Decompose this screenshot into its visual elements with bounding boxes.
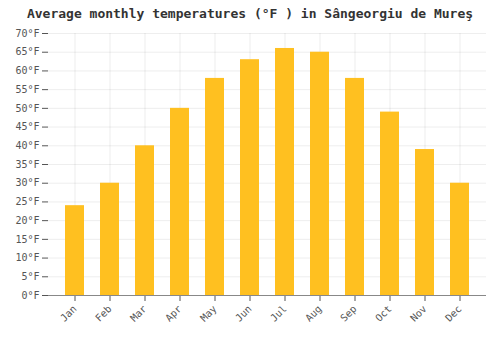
svg-text:15°F: 15°F: [15, 234, 39, 245]
svg-text:Apr: Apr: [163, 303, 184, 324]
html-text:Average monthly temperatures (: Average monthly temperatures (°F ) in Sâ…: [26, 6, 474, 21]
svg-text:70°F: 70°F: [15, 28, 39, 39]
svg-text:55°F: 55°F: [15, 84, 39, 95]
svg-text:40°F: 40°F: [15, 140, 39, 151]
svg-text:Jul: Jul: [268, 303, 289, 324]
svg-text:30°F: 30°F: [15, 177, 39, 188]
svg-text:May: May: [198, 303, 219, 324]
svg-text:10°F: 10°F: [15, 252, 39, 263]
svg-text:50°F: 50°F: [15, 103, 39, 114]
svg-text:0°F: 0°F: [21, 290, 39, 301]
svg-text:Feb: Feb: [93, 303, 114, 324]
svg-text:Jun: Jun: [233, 303, 254, 324]
svg-text:Aug: Aug: [303, 303, 324, 324]
svg-text:20°F: 20°F: [15, 215, 39, 226]
svg-text:Dec: Dec: [443, 303, 464, 324]
svg-text:Oct: Oct: [373, 303, 394, 324]
svg-text:Mar: Mar: [128, 303, 149, 324]
svg-text:Nov: Nov: [408, 303, 429, 324]
svg-text:Sep: Sep: [338, 303, 359, 324]
svg-text:5°F: 5°F: [21, 271, 39, 282]
svg-text:45°F: 45°F: [15, 121, 39, 132]
svg-text:60°F: 60°F: [15, 65, 39, 76]
svg-text:Jan: Jan: [58, 303, 79, 324]
svg-text:35°F: 35°F: [15, 159, 39, 170]
svg-text:25°F: 25°F: [15, 196, 39, 207]
svg-text:65°F: 65°F: [15, 46, 39, 57]
